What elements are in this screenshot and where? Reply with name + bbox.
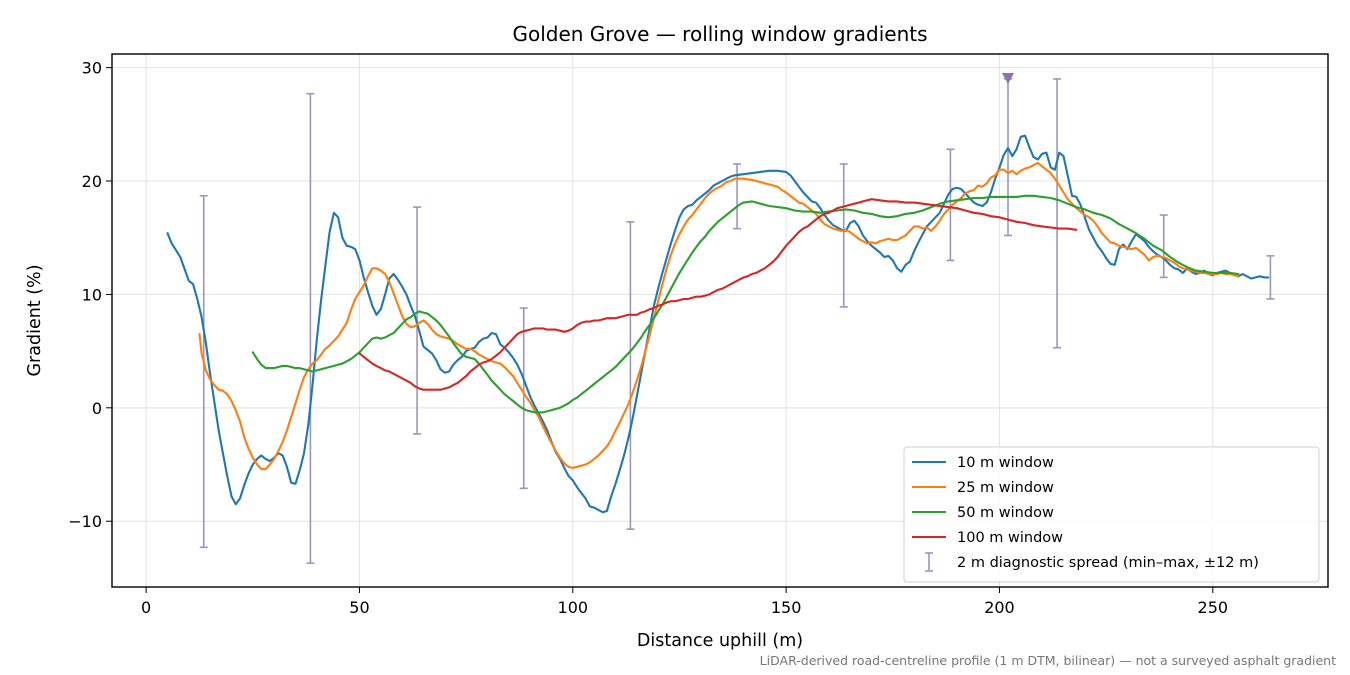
x-tick-label: 150 bbox=[771, 598, 802, 617]
legend: 10 m window 25 m window 50 m window 100 m w… bbox=[903, 446, 1320, 583]
legend-entry-label: 25 m window bbox=[957, 480, 1054, 496]
legend-entry-label: 50 m window bbox=[957, 505, 1054, 521]
plot-frame bbox=[111, 53, 1329, 588]
x-tick-label: 250 bbox=[1198, 598, 1229, 617]
legend-entry-label: 10 m window bbox=[957, 455, 1054, 471]
legend-entry-label: 2 m diagnostic spread (min–max, ±12 m) bbox=[957, 555, 1259, 571]
series-line-3 bbox=[251, 194, 1240, 414]
axis-ticks: 0 50 100 150 200 250 −10 0 10 20 30 bbox=[68, 59, 1228, 617]
series-line-4 bbox=[358, 198, 1078, 391]
y-tick-label: 0 bbox=[92, 399, 102, 418]
footnote: LiDAR-derived road-centreline profile (1… bbox=[760, 653, 1336, 668]
x-tick-label: 0 bbox=[141, 598, 151, 617]
legend-box bbox=[903, 446, 1320, 583]
x-tick-label: 100 bbox=[558, 598, 589, 617]
series-line-1 bbox=[166, 134, 1270, 514]
y-tick-label: 20 bbox=[82, 172, 102, 191]
max-marker bbox=[1002, 72, 1014, 84]
diagnostic-spread-bars bbox=[199, 78, 1275, 564]
series-line-2 bbox=[198, 161, 1240, 471]
y-tick-label: 30 bbox=[82, 59, 102, 78]
series-lines bbox=[166, 134, 1270, 514]
y-axis-label: Gradient (%) bbox=[25, 264, 45, 376]
x-axis-label: Distance uphill (m) bbox=[637, 631, 803, 651]
max-marker-layer bbox=[1002, 72, 1014, 84]
x-tick-label: 50 bbox=[349, 598, 369, 617]
x-tick-label: 200 bbox=[984, 598, 1015, 617]
chart-title: Golden Grove — rolling window gradients bbox=[512, 22, 927, 46]
y-tick-label: −10 bbox=[68, 512, 102, 531]
legend-entry-label: 100 m window bbox=[957, 530, 1063, 546]
y-tick-label: 10 bbox=[82, 285, 102, 304]
